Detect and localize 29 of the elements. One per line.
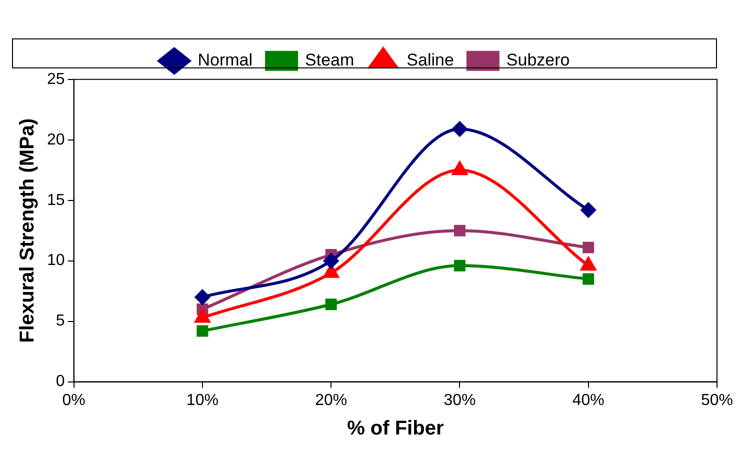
point — [582, 273, 594, 285]
point — [325, 298, 337, 310]
x-tick-label: 10% — [186, 392, 218, 409]
point — [580, 202, 596, 218]
y-tick-label: 25 — [47, 70, 65, 88]
y-tick-label: 0 — [56, 373, 65, 390]
x-tick-label: 40% — [572, 392, 604, 409]
y-tick-label: 10 — [47, 252, 65, 270]
x-tick-label: 20% — [315, 392, 348, 409]
y-tick-label: 5 — [56, 312, 65, 330]
legend-label: Saline — [406, 50, 454, 70]
legend-label: Subzero — [506, 50, 570, 70]
x-axis-title: % of Fiber — [347, 418, 444, 440]
point — [452, 121, 468, 136]
point — [454, 224, 466, 236]
y-axis-title: Flexural Strength (MPa) — [16, 118, 39, 343]
x-tick-label: 30% — [444, 392, 476, 409]
legend-label: Steam — [305, 50, 354, 70]
point — [454, 260, 466, 272]
point — [196, 325, 208, 337]
legend-label: Normal — [198, 50, 253, 70]
x-tick-label: 0% — [62, 392, 86, 409]
point — [452, 162, 468, 176]
x-tick-label: 50% — [700, 392, 734, 409]
point — [324, 253, 339, 268]
y-tick-label: 15 — [47, 192, 65, 209]
point — [582, 242, 594, 254]
point — [194, 290, 210, 305]
y-tick-label: 20 — [47, 131, 65, 148]
